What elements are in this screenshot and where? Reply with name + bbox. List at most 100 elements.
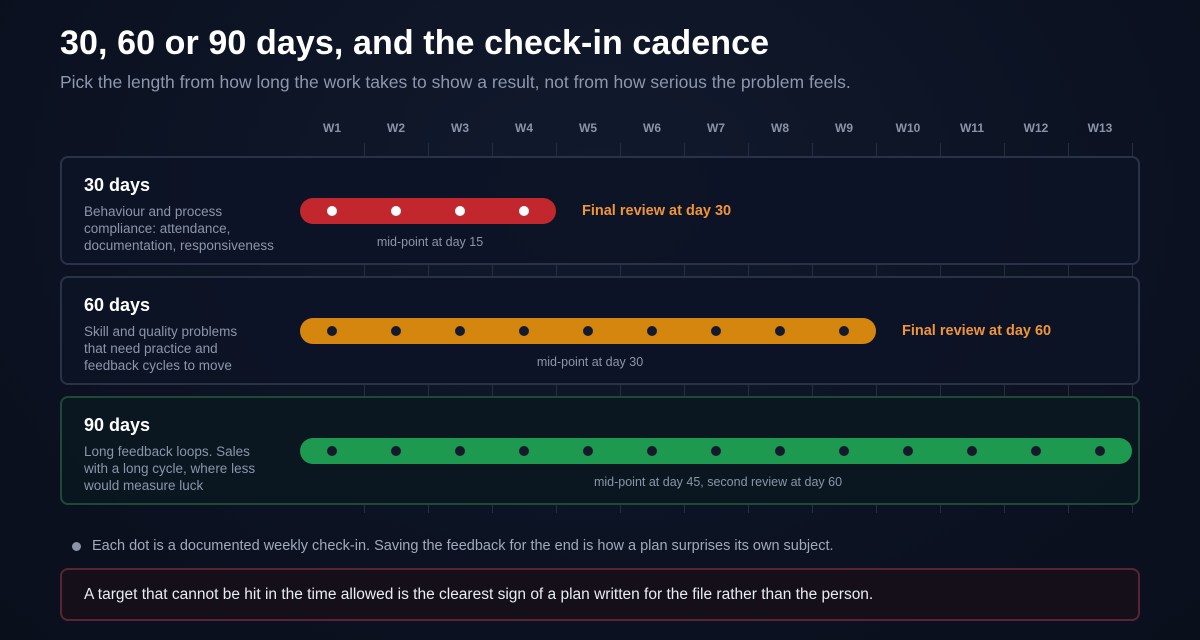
plan-title: 60 days <box>84 295 151 315</box>
week-divider <box>620 143 621 156</box>
weekly-checkin-dot <box>583 326 593 336</box>
weekly-checkin-dot <box>711 326 721 336</box>
week-divider <box>1132 383 1133 396</box>
week-divider <box>1068 263 1069 276</box>
weekly-checkin-dot <box>519 446 529 456</box>
plan-description-line: Long feedback loops. Sales <box>84 444 250 459</box>
week-divider <box>748 263 749 276</box>
weekly-checkin-dot <box>327 326 337 336</box>
week-divider <box>1132 143 1133 156</box>
plan-description: Skill and quality problems that need prac… <box>84 323 289 374</box>
week-divider <box>364 263 365 276</box>
week-divider <box>428 143 429 156</box>
week-divider <box>492 263 493 276</box>
week-divider <box>428 383 429 396</box>
week-label: W12 <box>1023 121 1049 135</box>
plan-duration-bar <box>300 318 876 344</box>
week-divider <box>876 383 877 396</box>
legend-dot-icon <box>72 541 81 551</box>
week-divider <box>812 263 813 276</box>
plan-duration-bar <box>300 438 1132 464</box>
week-divider <box>556 143 557 156</box>
week-divider <box>492 503 493 513</box>
weekly-checkin-dot <box>455 206 465 216</box>
plan-duration-bar <box>300 198 556 224</box>
week-divider <box>492 383 493 396</box>
week-divider <box>812 143 813 156</box>
week-label: W6 <box>643 121 661 135</box>
plan-card-9-weeks: 60 days Skill and quality problems that ne… <box>60 276 1140 385</box>
week-divider <box>684 143 685 156</box>
legend-text: Each dot is a documented weekly check-in… <box>92 538 834 554</box>
weekly-checkin-dot <box>391 326 401 336</box>
plan-description-line: compliance: attendance, <box>84 221 231 236</box>
week-divider <box>940 383 941 396</box>
week-divider <box>940 263 941 276</box>
week-divider <box>492 143 493 156</box>
week-label: W8 <box>771 121 789 135</box>
week-divider <box>1132 503 1133 513</box>
page-subtitle: Pick the length from how long the work t… <box>60 72 851 92</box>
week-divider <box>364 503 365 513</box>
week-label: W9 <box>835 121 853 135</box>
midpoint-label: mid-point at day 15 <box>376 235 484 249</box>
plan-title: 90 days <box>84 415 151 435</box>
week-divider <box>748 143 749 156</box>
weekly-checkin-dot <box>327 206 337 216</box>
week-divider <box>684 383 685 396</box>
week-divider <box>364 143 365 156</box>
plan-description: Behaviour and process compliance: attenda… <box>84 203 289 254</box>
final-review-label: Final review at day 60 <box>902 323 1052 339</box>
weekly-checkin-dot <box>455 326 465 336</box>
week-label: W3 <box>451 121 469 135</box>
week-divider <box>876 143 877 156</box>
week-label: W7 <box>707 121 725 135</box>
week-label: W4 <box>515 121 533 135</box>
weekly-checkin-dot <box>647 326 657 336</box>
weekly-checkin-dot <box>711 446 721 456</box>
weekly-checkin-dot <box>519 206 529 216</box>
plan-description-line: with a long cycle, where less <box>84 461 256 476</box>
week-label: W5 <box>579 121 597 135</box>
week-divider <box>556 503 557 513</box>
week-divider <box>940 503 941 513</box>
week-divider <box>876 503 877 513</box>
legend: Each dot is a documented weekly check-in… <box>72 538 834 554</box>
weekly-checkin-dot <box>839 326 849 336</box>
plan-title: 30 days <box>84 175 151 195</box>
week-label: W2 <box>387 121 405 135</box>
callout-text: A target that cannot be hit in the time … <box>84 586 874 603</box>
weekly-checkin-dot <box>391 206 401 216</box>
weekly-checkin-dot <box>519 326 529 336</box>
week-divider <box>1068 503 1069 513</box>
plan-description-line: that need practice and <box>84 341 218 356</box>
week-label: W1 <box>323 121 341 135</box>
week-divider <box>620 263 621 276</box>
plan-card-4-weeks: 30 days Behaviour and process compliance: … <box>60 156 1140 265</box>
week-divider <box>1068 143 1069 156</box>
plan-card-13-weeks: 90 days Long feedback loops. Sales with a … <box>60 396 1140 505</box>
week-divider <box>1004 503 1005 513</box>
week-divider <box>364 383 365 396</box>
plan-description-line: Behaviour and process <box>84 204 223 219</box>
plan-description-line: feedback cycles to move <box>84 358 232 373</box>
week-label: W11 <box>959 121 984 135</box>
week-divider <box>556 383 557 396</box>
week-divider <box>1004 143 1005 156</box>
midpoint-label: mid-point at day 45, second review at da… <box>593 475 843 489</box>
week-divider <box>748 503 749 513</box>
week-divider <box>1004 383 1005 396</box>
weekly-checkin-dot <box>775 326 785 336</box>
week-divider <box>1004 263 1005 276</box>
week-label: W10 <box>895 121 921 135</box>
plan-description: Long feedback loops. Sales with a long cy… <box>84 443 289 494</box>
plan-description-line: Skill and quality problems <box>84 324 238 339</box>
week-divider <box>428 503 429 513</box>
weekly-checkin-dot <box>1031 446 1041 456</box>
weekly-checkin-dot <box>583 446 593 456</box>
plan-description-line: would measure luck <box>84 478 204 493</box>
week-label: W13 <box>1087 121 1113 135</box>
weekly-checkin-dot <box>839 446 849 456</box>
week-divider <box>876 263 877 276</box>
page-title: 30, 60 or 90 days, and the check-in cade… <box>60 24 770 62</box>
